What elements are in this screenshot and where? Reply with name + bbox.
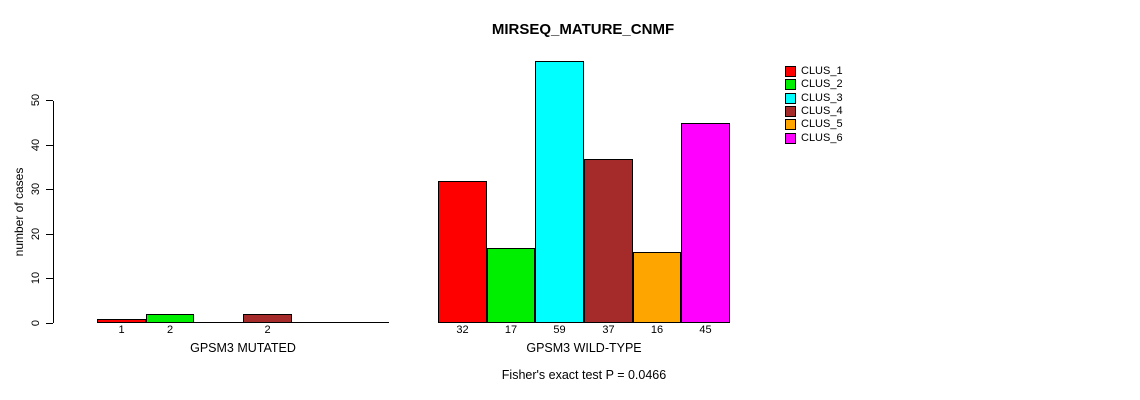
legend-swatch (785, 66, 796, 78)
group-label-wildtype: GPSM3 WILD-TYPE (526, 341, 642, 355)
chart-title: MIRSEQ_MATURE_CNMF (491, 21, 675, 38)
bar (584, 159, 633, 323)
legend-item: CLUS_3 (785, 92, 843, 105)
y-axis-title: number of cases (12, 167, 26, 257)
bar-value-label: 32 (456, 324, 469, 336)
bar (97, 319, 146, 323)
y-tick (46, 323, 53, 324)
y-tick (46, 145, 53, 146)
bar (146, 314, 194, 323)
y-axis-line (53, 101, 54, 323)
legend-label: CLUS_6 (801, 131, 843, 144)
y-tick (46, 278, 53, 279)
legend-label: CLUS_2 (801, 78, 843, 91)
legend-label: CLUS_4 (801, 105, 843, 118)
bar-value-label: 45 (699, 324, 712, 336)
legend-swatch (785, 79, 796, 91)
y-tick-label: 30 (30, 182, 42, 196)
bar-value-label: 16 (650, 324, 664, 336)
y-tick (46, 100, 53, 101)
legend-label: CLUS_3 (801, 91, 843, 104)
legend-item: CLUS_5 (785, 118, 843, 131)
legend-label: CLUS_1 (801, 65, 843, 78)
bar (438, 181, 487, 323)
group-label-mutated: GPSM3 MUTATED (190, 341, 296, 355)
zero-bar (194, 322, 243, 323)
y-tick-label: 10 (30, 271, 42, 285)
bar-value-label: 37 (602, 324, 615, 336)
bar (243, 314, 292, 323)
bar-value-label: 59 (553, 324, 566, 336)
bar-value-label: 2 (264, 324, 271, 336)
zero-bar (292, 322, 340, 323)
bar (681, 123, 730, 323)
y-tick-label: 40 (30, 138, 42, 152)
bar (535, 61, 584, 323)
bar-value-label: 1 (118, 324, 125, 336)
bar (633, 252, 681, 323)
legend-label: CLUS_5 (801, 118, 843, 131)
y-tick-label: 20 (30, 227, 42, 241)
legend-swatch (785, 132, 796, 144)
legend-swatch (785, 106, 796, 118)
y-tick-label: 50 (30, 93, 42, 107)
legend-swatch (785, 119, 796, 131)
bar-value-label: 2 (166, 324, 174, 336)
y-tick (46, 189, 53, 190)
legend: CLUS_1 CLUS_2 CLUS_3 CLUS_4 CLUS_5 CLUS_6 (785, 65, 843, 145)
legend-item: CLUS_2 (785, 78, 843, 91)
y-tick-label: 0 (30, 319, 42, 327)
legend-item: CLUS_1 (785, 65, 843, 78)
legend-swatch (785, 92, 796, 104)
bar (487, 248, 535, 323)
bar-value-label: 17 (504, 324, 518, 336)
zero-bar (340, 322, 389, 323)
y-tick (46, 234, 53, 235)
fisher-test-annotation: Fisher's exact test P = 0.0466 (501, 368, 667, 382)
legend-item: CLUS_6 (785, 132, 843, 145)
legend-item: CLUS_4 (785, 105, 843, 118)
